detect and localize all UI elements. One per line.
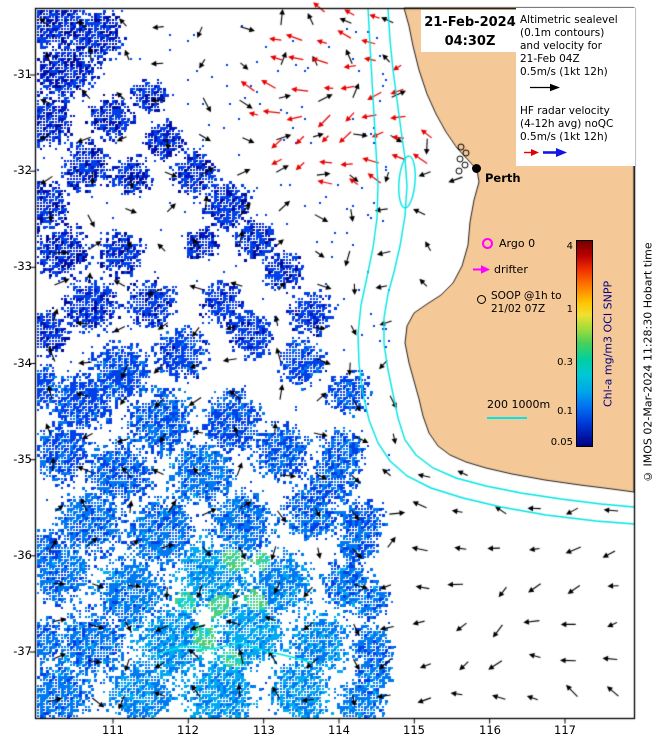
altimetry-key-line: (0.1m contours) [520,27,605,39]
x-axis-label: 112 [177,723,199,737]
soop-label-line1: SOOP @1h to [491,290,562,302]
colorbar-label: Chl-a mg/m3 OCI SNPP [601,280,615,407]
altimetry-key: Altimetric sealevel (0.1m contours) and … [520,14,633,97]
colorbar-tick: 0.05 [550,437,573,448]
y-axis-label: -36 [13,548,32,562]
y-axis-label: -33 [13,259,32,273]
drifter-arrow-icon [473,265,490,274]
timestamp-box: 21-Feb-2024 04:30Z [421,10,519,52]
drifter-label: drifter [494,263,528,276]
y-axis-label: -34 [13,356,32,370]
soop-marker-icon [477,295,486,304]
altimetry-key-line: and velocity for [520,40,602,52]
depth-scale-label: 200 1000m [487,398,551,411]
hf-scale-arrow-blue [543,148,567,157]
y-axis-label: -31 [13,67,32,81]
colorbar [576,240,593,447]
perth-marker [472,164,481,173]
soop-label-line2: 21/02 07Z [491,303,546,315]
x-axis-label: 117 [554,723,576,737]
hf-scale-arrow-red [524,149,539,156]
x-axis-label: 116 [479,723,501,737]
perth-label: Perth [485,171,521,185]
argo-label: Argo 0 [499,237,536,250]
argo-marker-icon [482,238,493,249]
hf-key-line: (4-12h avg) noQC [520,118,614,130]
y-axis-label: -32 [13,163,32,177]
timestamp-date: 21-Feb-2024 [424,15,516,30]
hf-radar-key: HF radar velocity (4-12h avg) noQC 0.5m/… [520,105,633,158]
y-axis-label: -35 [13,452,32,466]
altimetry-key-line: Altimetric sealevel [520,14,618,26]
colorbar-tick: 1 [566,304,573,315]
x-axis-label: 115 [403,723,425,737]
timestamp-time: 04:30Z [444,34,496,49]
colorbar-tick: 4 [566,241,573,252]
colorbar-tick: 0.1 [557,406,573,417]
hf-key-line: HF radar velocity [520,105,610,117]
altimetry-scale-arrow [530,83,560,92]
altimetry-key-line: 0.5m/s (1kt 12h) [520,66,608,78]
x-axis-label: 114 [328,723,350,737]
altimetry-key-line: 21-Feb 04Z [520,53,580,65]
colorbar-tick: 0.3 [557,357,573,368]
depth-scale-line [487,417,527,419]
x-axis-label: 111 [102,723,124,737]
hf-key-line: 0.5m/s (1kt 12h) [520,131,608,143]
x-axis-label: 113 [253,723,275,737]
y-axis-label: -37 [13,644,32,658]
copyright-note: © IMOS 02-Mar-2024 11:28:30 Hobart time [641,242,655,484]
map-key: Altimetric sealevel (0.1m contours) and … [516,8,635,166]
